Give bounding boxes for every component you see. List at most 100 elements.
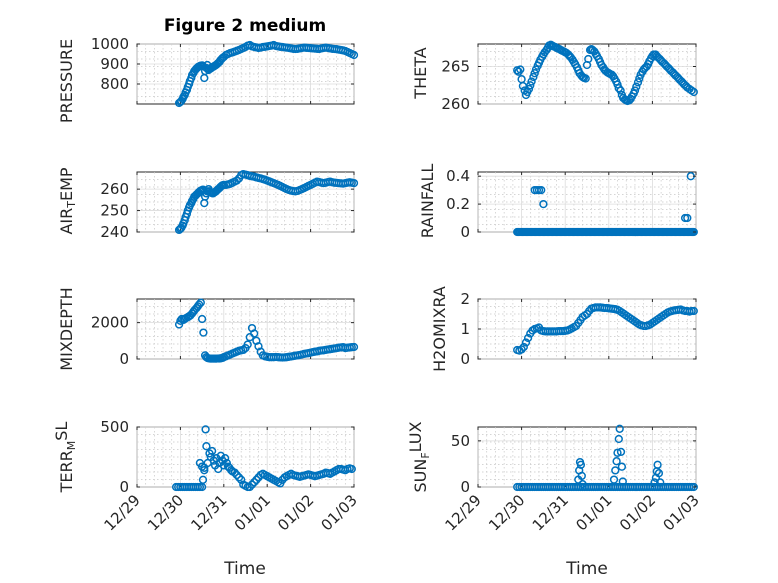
y-tick-label: 265 xyxy=(441,58,470,76)
data-series xyxy=(174,40,359,108)
data-point xyxy=(612,457,621,466)
y-ticks: 0 0.2 0.4 xyxy=(446,167,696,241)
data-point xyxy=(230,468,239,477)
data-point xyxy=(247,480,257,489)
y-ticks: 240 250 260 xyxy=(100,180,354,241)
y-tick-label: 0 xyxy=(460,223,470,241)
x-axis-label-left: Time xyxy=(223,559,266,579)
y-tick-label: 260 xyxy=(441,95,470,113)
subplot-mixdepth: 0 2000 MIXDEPTH xyxy=(57,287,359,371)
data-point xyxy=(577,471,586,481)
y-tick-label: 240 xyxy=(100,223,129,241)
data-point xyxy=(578,480,587,489)
data-point xyxy=(689,227,698,237)
y-tick-label: 0.4 xyxy=(446,167,470,185)
y-tick-label: 1 xyxy=(460,320,470,338)
data-series xyxy=(174,169,359,235)
data-point xyxy=(232,470,241,480)
y-tick-label: 1000 xyxy=(91,35,129,53)
grid xyxy=(136,172,355,233)
data-point xyxy=(200,466,209,475)
data-point xyxy=(689,87,698,97)
data-point xyxy=(250,329,259,338)
data-point xyxy=(250,478,259,487)
data-point xyxy=(529,72,538,82)
data-point xyxy=(618,477,627,486)
subplot-theta: 260 265 THETA xyxy=(411,40,698,113)
y-axis-label-terr-msl: TERRMSL xyxy=(52,422,78,494)
subplot-air-temp: 240 250 260 AIRTEMP xyxy=(57,167,359,241)
data-point xyxy=(194,300,204,309)
data-point xyxy=(347,464,356,474)
data-point xyxy=(523,333,533,343)
data-point xyxy=(516,65,525,74)
data-point xyxy=(252,475,261,484)
subplot-h2omixra: 0 1 2 H2OMIXRA xyxy=(430,286,698,372)
data-series xyxy=(171,425,356,492)
y-ticks: 800 900 1000 xyxy=(91,35,354,93)
data-point xyxy=(530,69,539,78)
y-tick-label: 2 xyxy=(460,290,470,308)
data-series xyxy=(513,303,698,355)
data-point xyxy=(519,342,528,352)
data-point xyxy=(349,342,359,352)
data-series xyxy=(174,298,359,363)
data-point xyxy=(630,86,640,95)
data-point xyxy=(614,434,623,444)
y-ticks: 260 265 xyxy=(441,58,696,113)
data-point xyxy=(611,466,620,475)
data-point xyxy=(656,478,665,487)
y-tick-label: 50 xyxy=(451,432,470,450)
data-point xyxy=(245,482,254,492)
ylabel-main: TERR xyxy=(57,450,76,493)
data-point xyxy=(524,84,534,94)
data-point xyxy=(613,448,622,457)
data-point xyxy=(537,185,546,195)
data-point xyxy=(616,86,625,95)
data-point xyxy=(616,447,626,457)
y-tick-label: 250 xyxy=(100,202,129,220)
y-tick-label: 2000 xyxy=(91,314,129,332)
y-ticks: 0 50 xyxy=(451,432,696,496)
data-point xyxy=(527,77,536,86)
data-point xyxy=(237,475,246,484)
ylabel-tail: SL xyxy=(52,422,71,441)
ylabel-tail: LUX xyxy=(406,421,425,452)
y-axis-label-pressure: PRESSURE xyxy=(57,39,76,123)
data-point xyxy=(609,475,619,484)
data-point xyxy=(654,469,664,478)
y-tick-label: 260 xyxy=(100,180,129,198)
data-point xyxy=(615,424,624,433)
y-tick-label: 0 xyxy=(460,350,470,368)
data-point xyxy=(526,81,535,90)
y-tick-label: 500 xyxy=(100,418,129,436)
data-point xyxy=(216,451,225,460)
y-axis-label-theta: THETA xyxy=(411,47,430,99)
y-ticks: 0 500 xyxy=(100,418,354,496)
ylabel-subscript: M xyxy=(65,441,78,451)
data-point xyxy=(196,298,205,307)
data-point xyxy=(635,74,644,83)
data-point xyxy=(617,462,627,471)
y-tick-label: 0 xyxy=(119,478,129,496)
ylabel-main: SUN xyxy=(411,459,430,493)
data-series xyxy=(513,172,698,237)
figure-title: Figure 2 medium xyxy=(164,16,326,36)
data-point xyxy=(689,482,698,492)
data-point xyxy=(199,328,208,337)
data-point xyxy=(539,199,548,209)
y-axis-label-air-temp: AIRTEMP xyxy=(57,167,78,234)
data-point xyxy=(581,74,590,83)
ylabel-main: AIR xyxy=(57,208,76,235)
data-point xyxy=(197,314,207,324)
y-tick-label: 900 xyxy=(100,55,129,73)
data-point xyxy=(521,338,531,347)
data-point xyxy=(232,176,241,185)
data-point xyxy=(517,345,526,354)
data-point xyxy=(207,446,217,456)
y-tick-label: 0 xyxy=(119,350,129,368)
data-point xyxy=(531,65,541,74)
data-point xyxy=(584,54,593,64)
